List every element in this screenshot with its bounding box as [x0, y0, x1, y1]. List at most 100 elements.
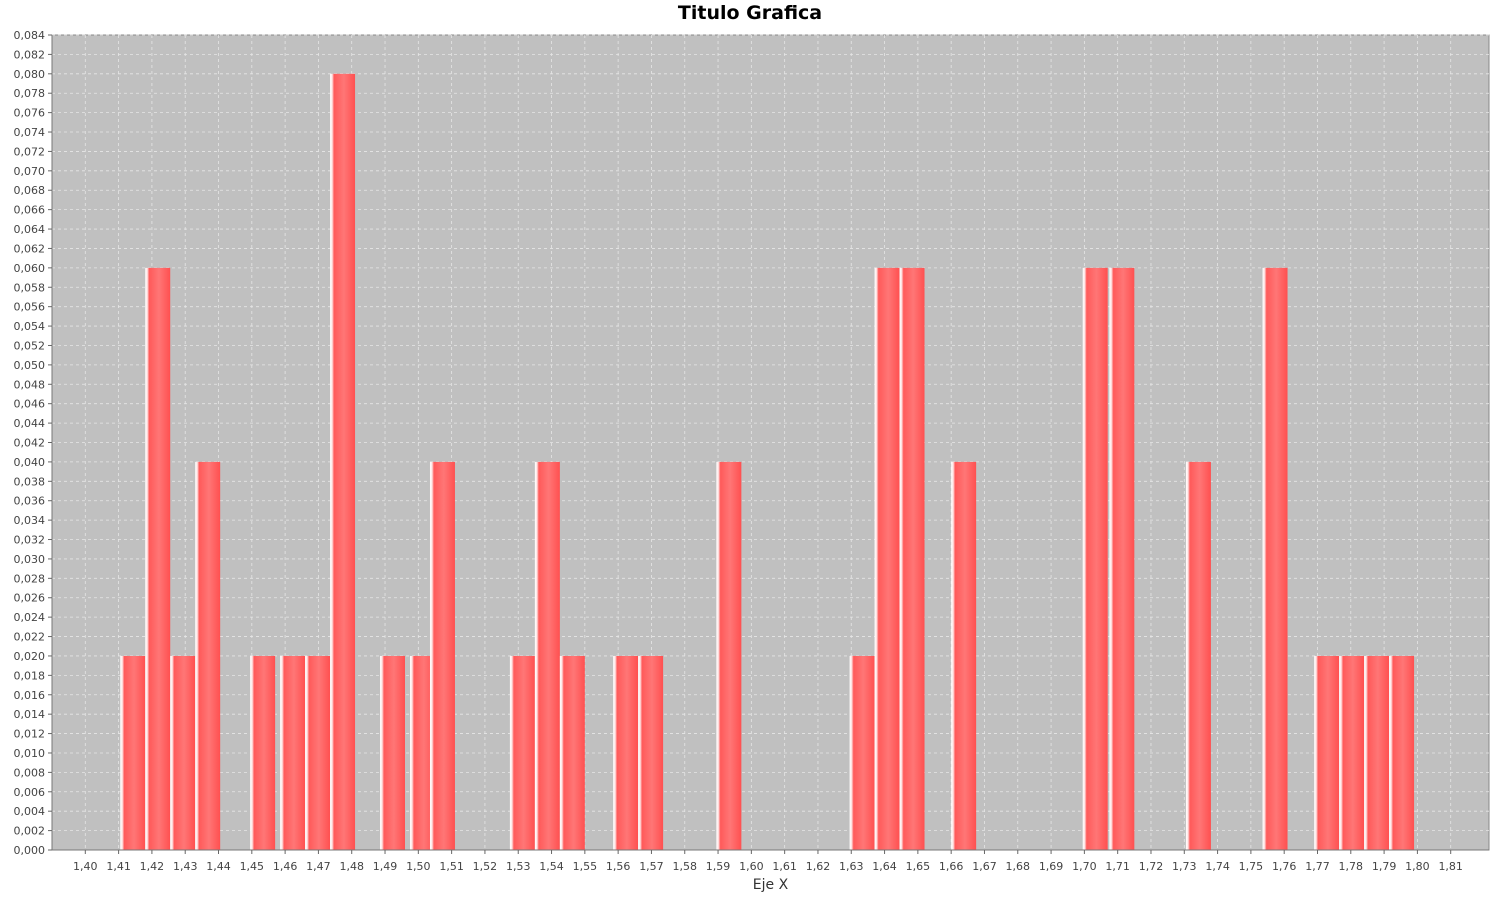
x-tick-label: 1,56 [606, 860, 631, 873]
y-tick-label: 0,066 [14, 204, 46, 217]
bar [1262, 267, 1288, 850]
y-tick-label: 0,050 [14, 359, 46, 372]
y-tick-label: 0,008 [14, 766, 46, 779]
y-tick-label: 0,012 [14, 728, 46, 741]
y-tick-label: 0,036 [14, 495, 46, 508]
bar [849, 655, 875, 850]
x-tick-label: 1,48 [339, 860, 364, 873]
x-tick-label: 1,53 [506, 860, 531, 873]
y-tick-label: 0,054 [14, 320, 46, 333]
bar [1314, 655, 1340, 850]
y-axis-ticks: 0,000 0,002 0,004 0,006 0,008 0,010 0,012 0,014… [14, 29, 52, 857]
y-tick-label: 0,028 [14, 572, 46, 585]
y-tick-label: 0,004 [14, 805, 46, 818]
x-tick-label: 1,46 [273, 860, 298, 873]
x-tick-label: 1,70 [1072, 860, 1097, 873]
y-tick-label: 0,074 [14, 126, 46, 139]
x-tick-label: 1,44 [206, 860, 231, 873]
bar [330, 73, 356, 851]
y-tick-label: 0,078 [14, 87, 46, 100]
bar [1364, 655, 1390, 850]
x-tick-label: 1,67 [972, 860, 997, 873]
y-tick-label: 0,068 [14, 184, 46, 197]
x-tick-label: 1,68 [1006, 860, 1031, 873]
x-tick-label: 1,71 [1105, 860, 1130, 873]
y-tick-label: 0,042 [14, 437, 46, 450]
y-tick-label: 0,006 [14, 786, 46, 799]
y-tick-label: 0,024 [14, 611, 46, 624]
y-tick-label: 0,034 [14, 514, 46, 527]
x-tick-label: 1,66 [939, 860, 964, 873]
y-tick-label: 0,026 [14, 592, 46, 605]
x-tick-label: 1,73 [1172, 860, 1197, 873]
x-tick-label: 1,78 [1339, 860, 1364, 873]
x-tick-label: 1,47 [306, 860, 331, 873]
bar [280, 655, 306, 850]
bar [120, 655, 146, 850]
x-tick-label: 1,80 [1405, 860, 1430, 873]
bar [899, 267, 925, 850]
x-tick-label: 1,69 [1039, 860, 1064, 873]
bar [951, 461, 977, 850]
x-tick-label: 1,65 [906, 860, 931, 873]
x-tick-label: 1,43 [173, 860, 198, 873]
chart-title: Titulo Grafica [677, 2, 823, 24]
x-tick-label: 1,50 [406, 860, 431, 873]
x-tick-label: 1,60 [739, 860, 764, 873]
bar [1082, 267, 1108, 850]
bar [1109, 267, 1135, 850]
x-tick-label: 1,51 [439, 860, 464, 873]
y-tick-label: 0,082 [14, 48, 46, 61]
y-tick-label: 0,060 [14, 262, 46, 275]
x-tick-label: 1,61 [772, 860, 797, 873]
bar [1339, 655, 1365, 850]
x-tick-label: 1,76 [1272, 860, 1297, 873]
y-tick-label: 0,022 [14, 631, 46, 644]
bar [534, 461, 560, 850]
y-tick-label: 0,084 [14, 29, 46, 42]
x-tick-label: 1,72 [1139, 860, 1164, 873]
y-tick-label: 0,002 [14, 825, 46, 838]
y-tick-label: 0,020 [14, 650, 46, 663]
bar [874, 267, 900, 850]
x-tick-label: 1,64 [872, 860, 897, 873]
x-tick-label: 1,40 [73, 860, 98, 873]
y-tick-label: 0,016 [14, 689, 46, 702]
x-tick-label: 1,58 [672, 860, 697, 873]
bar [638, 655, 664, 850]
y-tick-label: 0,076 [14, 107, 46, 120]
y-tick-label: 0,032 [14, 534, 46, 547]
x-tick-label: 1,57 [639, 860, 664, 873]
y-tick-label: 0,030 [14, 553, 46, 566]
x-tick-label: 1,79 [1372, 860, 1397, 873]
x-tick-label: 1,75 [1239, 860, 1264, 873]
y-tick-label: 0,014 [14, 708, 46, 721]
x-tick-label: 1,77 [1305, 860, 1330, 873]
y-tick-label: 0,010 [14, 747, 46, 760]
x-tick-label: 1,45 [240, 860, 265, 873]
y-tick-label: 0,052 [14, 339, 46, 352]
y-tick-label: 0,040 [14, 456, 46, 469]
bar [195, 461, 221, 850]
y-tick-label: 0,048 [14, 378, 46, 391]
bar [1389, 655, 1415, 850]
bar [380, 655, 406, 850]
x-tick-label: 1,54 [539, 860, 564, 873]
y-tick-label: 0,018 [14, 669, 46, 682]
bar [1185, 461, 1211, 850]
y-tick-label: 0,070 [14, 165, 46, 178]
bar [716, 461, 742, 850]
y-tick-label: 0,064 [14, 223, 46, 236]
y-tick-label: 0,058 [14, 281, 46, 294]
x-tick-label: 1,81 [1438, 860, 1463, 873]
y-tick-label: 0,062 [14, 242, 46, 255]
x-tick-label: 1,59 [706, 860, 731, 873]
bars [120, 73, 1415, 851]
x-axis-label: Eje X [753, 877, 789, 893]
bar [613, 655, 639, 850]
x-tick-label: 1,42 [140, 860, 165, 873]
x-tick-label: 1,63 [839, 860, 864, 873]
bar [250, 655, 276, 850]
y-tick-label: 0,056 [14, 301, 46, 314]
